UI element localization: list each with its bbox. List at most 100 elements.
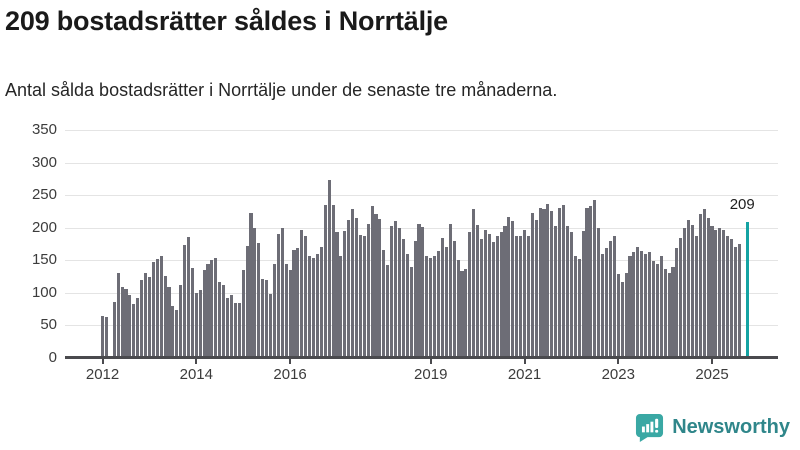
bar: [214, 258, 218, 358]
bar: [577, 258, 581, 358]
bar: [190, 268, 194, 358]
bar: [565, 226, 570, 358]
bar: [409, 267, 413, 358]
bar: [143, 273, 148, 358]
bar: [569, 231, 573, 358]
bar: [616, 273, 620, 358]
bar: [335, 231, 339, 358]
bar: [597, 227, 601, 358]
bar: [386, 264, 390, 358]
bar: [269, 293, 273, 358]
bar: [573, 256, 577, 358]
bar: [495, 236, 499, 358]
bar: [218, 282, 222, 358]
newsworthy-icon: [635, 413, 664, 442]
bar: [644, 253, 648, 358]
bar: [272, 264, 276, 358]
bar: [659, 255, 663, 358]
x-axis-tick: [429, 359, 432, 364]
x-axis-tick: [289, 359, 292, 364]
bar: [546, 204, 550, 358]
bar: [120, 286, 124, 358]
bar: [186, 236, 191, 358]
bar: [515, 235, 519, 358]
bar: [511, 221, 515, 358]
bar: [155, 258, 159, 358]
bar: [194, 292, 198, 358]
bar: [276, 233, 280, 358]
bar: [323, 204, 327, 358]
bar: [468, 232, 472, 358]
gridline: [65, 130, 778, 131]
bar: [288, 270, 292, 358]
bar: [132, 303, 136, 358]
y-axis-label: 350: [31, 121, 57, 138]
bar: [308, 255, 312, 358]
bar: [519, 235, 523, 358]
bar: [718, 227, 722, 358]
bar: [730, 239, 734, 358]
bar: [401, 239, 405, 358]
bar: [534, 219, 538, 358]
bar: [327, 180, 331, 358]
bar: [351, 209, 355, 358]
x-axis-tick: [617, 359, 620, 364]
bar: [550, 211, 554, 358]
bar: [358, 234, 362, 358]
bar: [210, 260, 214, 358]
bar: [425, 256, 429, 358]
bar: [522, 229, 527, 358]
chart-title: 209 bostadsrätter såldes i Norrtälje: [5, 6, 448, 36]
bar: [374, 214, 378, 358]
bar: [202, 270, 206, 358]
bar: [542, 209, 546, 358]
x-axis-tick: [101, 359, 104, 364]
x-axis-tick: [711, 359, 714, 364]
bar: [440, 238, 444, 358]
x-axis-label: 2014: [179, 366, 213, 383]
bar: [171, 305, 175, 358]
bar: [612, 236, 616, 358]
bar: [128, 295, 132, 358]
bar: [456, 259, 460, 358]
bar: [124, 288, 128, 358]
bar: [370, 206, 374, 358]
bar: [632, 251, 636, 358]
bar: [589, 206, 593, 358]
bar: [397, 227, 402, 358]
bar: [417, 224, 421, 358]
bar: [284, 264, 288, 358]
bar: [601, 253, 605, 358]
bar: [237, 302, 241, 358]
bar: [140, 279, 144, 358]
bar: [710, 226, 714, 358]
bar: [679, 238, 683, 358]
bar: [101, 315, 105, 358]
bar: [104, 316, 108, 358]
newsworthy-logo-link[interactable]: Newsworthy: [635, 413, 790, 442]
bar: [354, 217, 359, 358]
bar: [737, 244, 741, 358]
bar: [175, 309, 179, 358]
bar: [159, 255, 163, 358]
bar: [472, 209, 476, 358]
bar: [413, 241, 417, 358]
bar: [526, 235, 530, 358]
bar: [257, 242, 261, 358]
bar: [249, 212, 253, 358]
bar: [245, 245, 249, 358]
bar: [167, 286, 171, 358]
bar: [507, 217, 511, 358]
chart-subtitle: Antal sålda bostadsrätter i Norrtälje un…: [5, 80, 558, 100]
bar: [405, 253, 409, 358]
highlighted-bar: [745, 221, 749, 358]
bar: [690, 225, 695, 358]
bar: [280, 228, 284, 358]
bar: [304, 235, 308, 358]
y-axis-label: 100: [31, 283, 57, 301]
bar: [636, 246, 640, 358]
x-axis-line: [65, 356, 778, 359]
bar: [198, 290, 202, 358]
bar: [421, 227, 425, 358]
x-axis-label: 2016: [273, 366, 307, 383]
